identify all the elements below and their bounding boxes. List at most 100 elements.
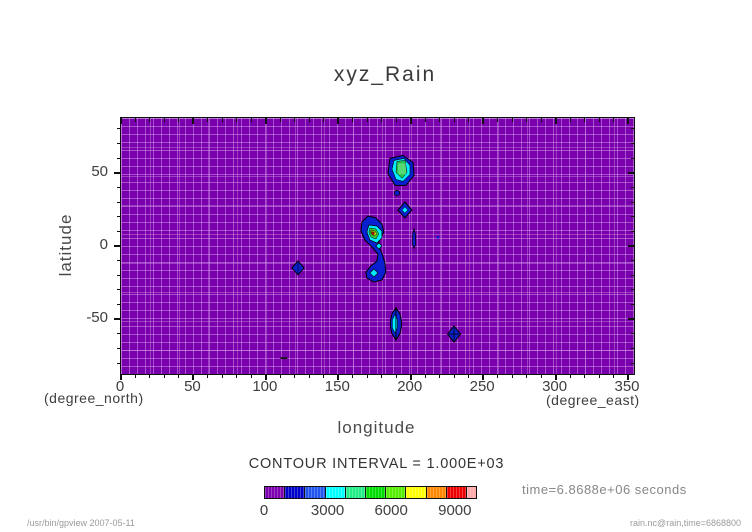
- x-tick-top: [497, 118, 499, 122]
- x-tick: [294, 374, 296, 378]
- x-tick-top: [424, 118, 426, 122]
- x-tick-top: [236, 118, 238, 122]
- x-tick-label: 250: [469, 378, 495, 395]
- contour-feature-oval-south: [389, 306, 402, 341]
- y-tick: [117, 157, 120, 159]
- x-tick-top: [409, 118, 412, 124]
- x-tick: [424, 374, 426, 378]
- colorbar-segment: [364, 486, 387, 499]
- time-label: time=6.8688e+06 seconds: [522, 482, 687, 497]
- x-tick: [279, 374, 281, 378]
- colorbar-segment: [304, 486, 326, 499]
- x-tick-top: [294, 118, 296, 122]
- x-tick: [381, 374, 383, 378]
- x-tick: [395, 374, 397, 378]
- colorbar-segment: [425, 486, 447, 499]
- plot-area: [120, 117, 635, 375]
- y-axis-ticks: [113, 118, 120, 374]
- datasource-footer: rain.nc@rain,time=6868800: [630, 518, 741, 528]
- y-tick-label: 50: [91, 162, 108, 180]
- y-tick: [117, 260, 120, 262]
- contour-feature-diamond-west: [291, 260, 305, 276]
- contour-feature-dot-north: [393, 190, 400, 197]
- x-tick-top: [598, 118, 600, 122]
- x-tick-top: [178, 118, 180, 122]
- contour-feature-dot-east: [436, 235, 440, 239]
- x-tick-top: [264, 118, 267, 124]
- x-tick: [221, 374, 223, 378]
- x-tick-top: [613, 118, 615, 122]
- y-tick-right: [631, 157, 634, 159]
- x-tick-top: [221, 118, 223, 122]
- x-tick: [409, 374, 412, 380]
- x-tick-top: [120, 118, 122, 124]
- x-tick-top: [569, 118, 571, 122]
- y-tick-right: [631, 362, 634, 364]
- y-tick: [117, 216, 120, 218]
- colorbar-segment: [264, 486, 286, 499]
- y-tick-right: [631, 260, 634, 262]
- colorbar-segment: [445, 486, 467, 499]
- contour-interval-label: CONTOUR INTERVAL = 1.000E+03: [248, 456, 505, 472]
- x-axis-ticks: [120, 374, 635, 382]
- colorbar-segment: [284, 486, 306, 499]
- x-tick-top: [337, 118, 340, 124]
- x-tick: [569, 374, 571, 378]
- y-tick-right: [631, 216, 634, 218]
- y-tick-label: -50: [86, 309, 108, 327]
- x-tick-label: 200: [397, 378, 423, 395]
- x-tick-top: [554, 118, 557, 124]
- x-tick: [264, 374, 267, 380]
- page-title: xyz_Rain: [333, 63, 437, 86]
- colorbar-tick-label: 6000: [374, 502, 408, 519]
- y-tick: [117, 186, 120, 188]
- x-tick: [613, 374, 615, 378]
- x-tick-top: [250, 118, 252, 122]
- colorbar-segment: [405, 486, 427, 499]
- y-axis-unit: (degree_north): [44, 390, 144, 406]
- command-footer: /usr/bin/gpview 2007-05-11: [27, 518, 135, 528]
- x-tick-top: [453, 118, 455, 122]
- x-tick: [554, 374, 557, 380]
- x-tick: [134, 374, 136, 378]
- colorbar-tick-label: 9000: [438, 502, 472, 519]
- x-tick: [584, 374, 586, 378]
- x-tick-top: [627, 118, 629, 124]
- colorbar-segment: [465, 486, 477, 499]
- y-tick-right: [628, 245, 634, 247]
- x-tick: [323, 374, 325, 378]
- x-tick: [439, 374, 441, 378]
- x-tick: [540, 374, 542, 378]
- y-tick-right: [631, 289, 634, 291]
- x-tick: [337, 374, 340, 380]
- x-tick-top: [308, 118, 310, 122]
- contour-features-layer: [280, 154, 462, 360]
- x-tick: [236, 374, 238, 378]
- x-tick: [453, 374, 455, 378]
- x-tick: [178, 374, 180, 378]
- y-tick: [117, 304, 120, 306]
- x-tick: [250, 374, 252, 378]
- y-tick: [114, 171, 120, 174]
- x-tick: [468, 374, 470, 378]
- x-tick: [149, 374, 151, 378]
- x-tick: [352, 374, 354, 378]
- x-tick-top: [540, 118, 542, 122]
- x-tick-top: [381, 118, 383, 122]
- y-tick-right: [631, 143, 634, 145]
- y-tick: [117, 289, 120, 291]
- x-axis-title: longitude: [337, 418, 416, 437]
- y-tick-right: [631, 128, 634, 130]
- y-tick: [117, 274, 120, 276]
- x-tick-top: [192, 118, 195, 124]
- y-tick: [117, 128, 120, 130]
- colorbar-segment: [344, 486, 366, 499]
- y-tick-right: [631, 333, 634, 335]
- y-tick-right: [631, 230, 634, 232]
- contour-feature-streak: [412, 228, 416, 250]
- x-tick-top: [279, 118, 281, 122]
- x-tick-top: [439, 118, 441, 122]
- y-tick-right: [631, 186, 634, 188]
- x-axis-unit: (degree_east): [546, 392, 640, 408]
- x-tick: [207, 374, 209, 378]
